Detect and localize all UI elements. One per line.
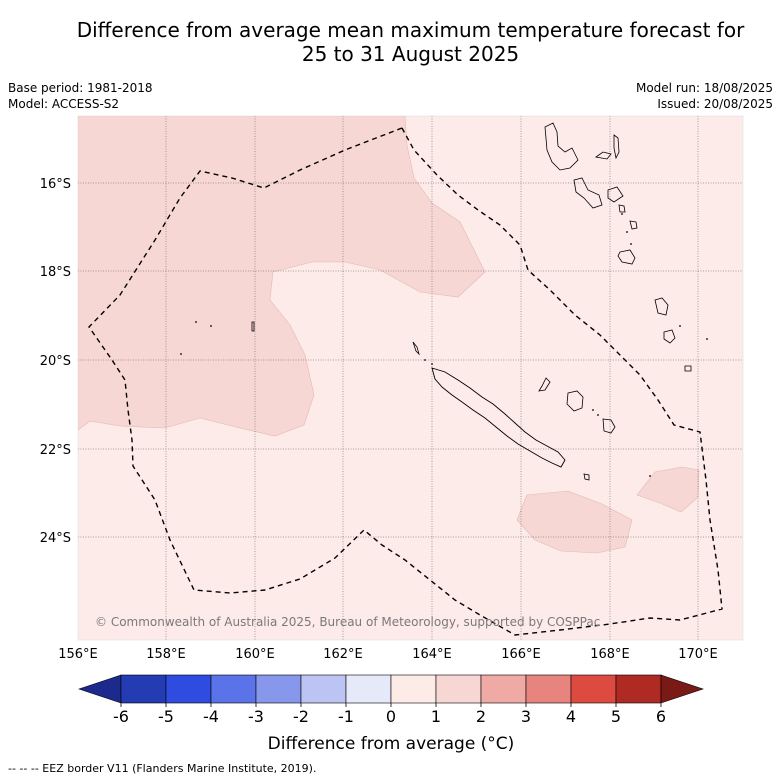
map-title: Difference from average mean maximum tem… [0,18,781,66]
anomaly-region-east [636,466,700,513]
model-text: Model: ACCESS-S2 [8,97,120,111]
colorbar-tick-label: -4 [203,707,219,726]
lon-label-160e: 160°E [235,647,275,662]
lon-label-166e: 166°E [501,647,541,662]
lat-label-18s: 18°S [40,265,71,280]
colorbar-tick-label: -6 [113,707,129,726]
lat-label-22s: 22°S [40,443,71,458]
issued-text: Issued: 20/08/2025 [657,97,773,111]
colorbar-cell [165,674,212,704]
lat-label-16s: 16°S [40,177,71,192]
vanuatu-efate [629,220,638,230]
colorbar [78,674,704,704]
latitude-labels: 16°S 18°S 20°S 22°S 24°S [40,177,71,546]
colorbar-cell [570,674,617,704]
colorbar-tick-label: -1 [338,707,354,726]
colorbar-tick-label: 2 [476,707,486,726]
loyalty-lifou [566,390,584,412]
colorbar-cell [210,674,257,704]
colorbar-cell [120,674,167,704]
colorbar-cell [615,674,662,704]
isle-of-pines [583,473,590,481]
colorbar-tick-label: 3 [521,707,531,726]
colorbar-extend-low [78,674,122,704]
longitude-labels: 156°E 158°E 160°E 162°E 164°E 166°E 168°… [58,647,718,662]
lat-label-20s: 20°S [40,354,71,369]
copyright-text: © Commonwealth of Australia 2025, Bureau… [95,615,600,629]
colorbar-cell [255,674,302,704]
colorbar-tick-label: -5 [158,707,174,726]
vanuatu-erromango [617,249,636,265]
colorbar-tick-label: 0 [386,707,396,726]
vanuatu-epi [618,204,626,213]
vanuatu-ambae [594,151,612,160]
islet-chesterfield [251,321,255,332]
gridlines [78,116,743,640]
eez-footnote: -- -- -- EEZ border V11 (Flanders Marine… [8,762,317,775]
title-line-1: Difference from average mean maximum tem… [76,18,745,42]
colorbar-tick-label: 6 [656,707,666,726]
lon-label-156e: 156°E [58,647,98,662]
colorbar-cell [435,674,482,704]
colorbar-cell [300,674,347,704]
lon-label-170e: 170°E [678,647,718,662]
new-caledonia-island [431,367,566,468]
colorbar-cell [480,674,527,704]
lat-label-24s: 24°S [40,531,71,546]
vanuatu-maewo [613,134,620,160]
lon-label-158e: 158°E [146,647,186,662]
colorbar-cell [390,674,437,704]
colorbar-title: Difference from average (°C) [268,734,515,754]
vanuatu-pentecost [607,186,624,203]
colorbar-tick-label: 4 [566,707,576,726]
lon-label-162e: 162°E [323,647,363,662]
meta-left: Base period: 1981-2018 Model: ACCESS-S2 [8,80,153,112]
eez-border [88,127,723,636]
belep-island [412,341,420,356]
base-period-text: Base period: 1981-2018 [8,81,153,95]
colorbar-extend-high [660,674,704,704]
vanuatu-espiritu-santo [544,122,579,171]
lon-label-164e: 164°E [412,647,452,662]
colorbar-cell [345,674,392,704]
vanuatu-small-isle [663,329,676,344]
colorbar-tick-label: 5 [611,707,621,726]
title-line-2: 25 to 31 August 2025 [301,42,520,66]
colorbar-tick-label: 1 [431,707,441,726]
vanuatu-hunter-group [654,297,669,316]
colorbar-ticks: -6 -5 -4 -3 -2 -1 0 1 2 3 4 5 6 [113,703,666,726]
loyalty-mare [602,418,616,434]
model-run-text: Model run: 18/08/2025 [635,81,773,95]
map-frame [77,115,744,641]
lon-label-168e: 168°E [590,647,630,662]
vanuatu-malekula [573,177,603,209]
colorbar-tick-label: -2 [293,707,309,726]
islet-east [684,365,692,372]
tiny-islets [180,213,708,477]
anomaly-region-south [516,490,633,554]
meta-right: Model run: 18/08/2025 Issued: 20/08/2025 [636,80,773,112]
colorbar-tick-label: -3 [248,707,264,726]
anomaly-region-west [78,116,486,437]
colorbar-cell [525,674,572,704]
loyalty-ouvea [538,377,551,392]
